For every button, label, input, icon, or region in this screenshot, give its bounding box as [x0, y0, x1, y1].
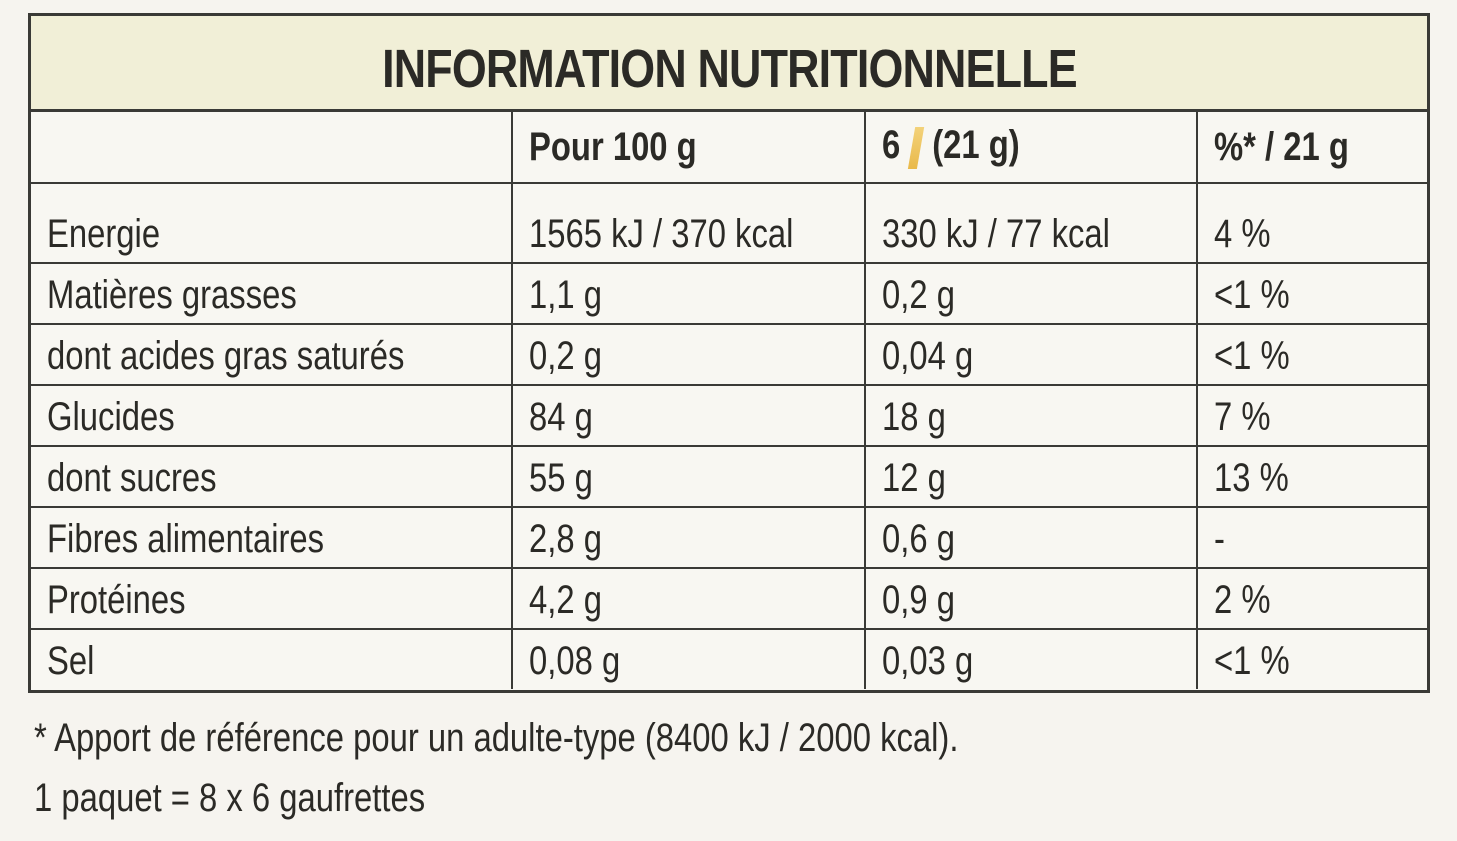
header-cell-reference-intake: %* / 21 g — [1196, 112, 1427, 184]
nutrient-name: Glucides — [31, 384, 513, 447]
value-reference-intake: <1 % — [1196, 323, 1427, 386]
value-reference-intake: <1 % — [1196, 262, 1427, 325]
value-per-100g: 55 g — [511, 445, 866, 508]
page-title: INFORMATION NUTRITIONNELLE — [381, 39, 1077, 99]
table-row: Glucides 84 g 18 g 7 % — [31, 384, 1427, 447]
value-reference-intake: 4 % — [1196, 182, 1427, 264]
value-per-100g: 2,8 g — [511, 506, 866, 569]
value-per-portion: 12 g — [864, 445, 1198, 508]
package-contents-note: 1 paquet = 8 x 6 gaufrettes — [34, 776, 426, 820]
value-per-100g: 1565 kJ / 370 kcal — [511, 182, 866, 264]
value-per-portion: 0,03 g — [864, 628, 1198, 689]
table-row: dont acides gras saturés 0,2 g 0,04 g <1… — [31, 323, 1427, 386]
nutrient-name: dont acides gras saturés — [31, 323, 513, 386]
value-per-100g: 1,1 g — [511, 262, 866, 325]
reference-intake-footnote: * Apport de référence pour un adulte-typ… — [34, 716, 959, 760]
nutrition-panel: INFORMATION NUTRITIONNELLE Pour 100 g 6 (… — [28, 13, 1430, 693]
header-cell-nutrient — [31, 112, 513, 184]
portion-weight: (21 g) — [932, 123, 1020, 168]
value-per-portion: 0,04 g — [864, 323, 1198, 386]
table-row: Matières grasses 1,1 g 0,2 g <1 % — [31, 262, 1427, 325]
value-per-portion: 330 kJ / 77 kcal — [864, 182, 1198, 264]
value-per-portion: 0,6 g — [864, 506, 1198, 569]
value-reference-intake: 2 % — [1196, 567, 1427, 630]
portion-count: 6 — [882, 123, 901, 168]
header-cell-per-portion: 6 (21 g) — [864, 112, 1198, 184]
value-per-100g: 4,2 g — [511, 567, 866, 630]
wafer-portion-icon — [908, 126, 925, 169]
table-row: Protéines 4,2 g 0,9 g 2 % — [31, 567, 1427, 630]
table-row: Sel 0,08 g 0,03 g <1 % — [31, 628, 1427, 689]
title-bar: INFORMATION NUTRITIONNELLE — [31, 16, 1427, 112]
header-cell-per-100g: Pour 100 g — [511, 112, 866, 184]
nutrient-name: Protéines — [31, 567, 513, 630]
nutrient-name: dont sucres — [31, 445, 513, 508]
table-row: dont sucres 55 g 12 g 13 % — [31, 445, 1427, 508]
value-reference-intake: - — [1196, 506, 1427, 569]
nutrient-name: Sel — [31, 628, 513, 689]
value-per-100g: 84 g — [511, 384, 866, 447]
table-header-row: Pour 100 g 6 (21 g) %* / 21 g — [31, 112, 1427, 184]
value-per-portion: 0,2 g — [864, 262, 1198, 325]
nutrient-name: Fibres alimentaires — [31, 506, 513, 569]
value-per-portion: 18 g — [864, 384, 1198, 447]
value-reference-intake: <1 % — [1196, 628, 1427, 689]
nutrition-table: Pour 100 g 6 (21 g) %* / 21 g Energie 156… — [31, 112, 1427, 689]
value-per-portion: 0,9 g — [864, 567, 1198, 630]
value-per-100g: 0,08 g — [511, 628, 866, 689]
table-row: Fibres alimentaires 2,8 g 0,6 g - — [31, 506, 1427, 569]
value-reference-intake: 7 % — [1196, 384, 1427, 447]
value-reference-intake: 13 % — [1196, 445, 1427, 508]
nutrient-name: Energie — [31, 182, 513, 264]
table-row: Energie 1565 kJ / 370 kcal 330 kJ / 77 k… — [31, 182, 1427, 264]
value-per-100g: 0,2 g — [511, 323, 866, 386]
nutrient-name: Matières grasses — [31, 262, 513, 325]
